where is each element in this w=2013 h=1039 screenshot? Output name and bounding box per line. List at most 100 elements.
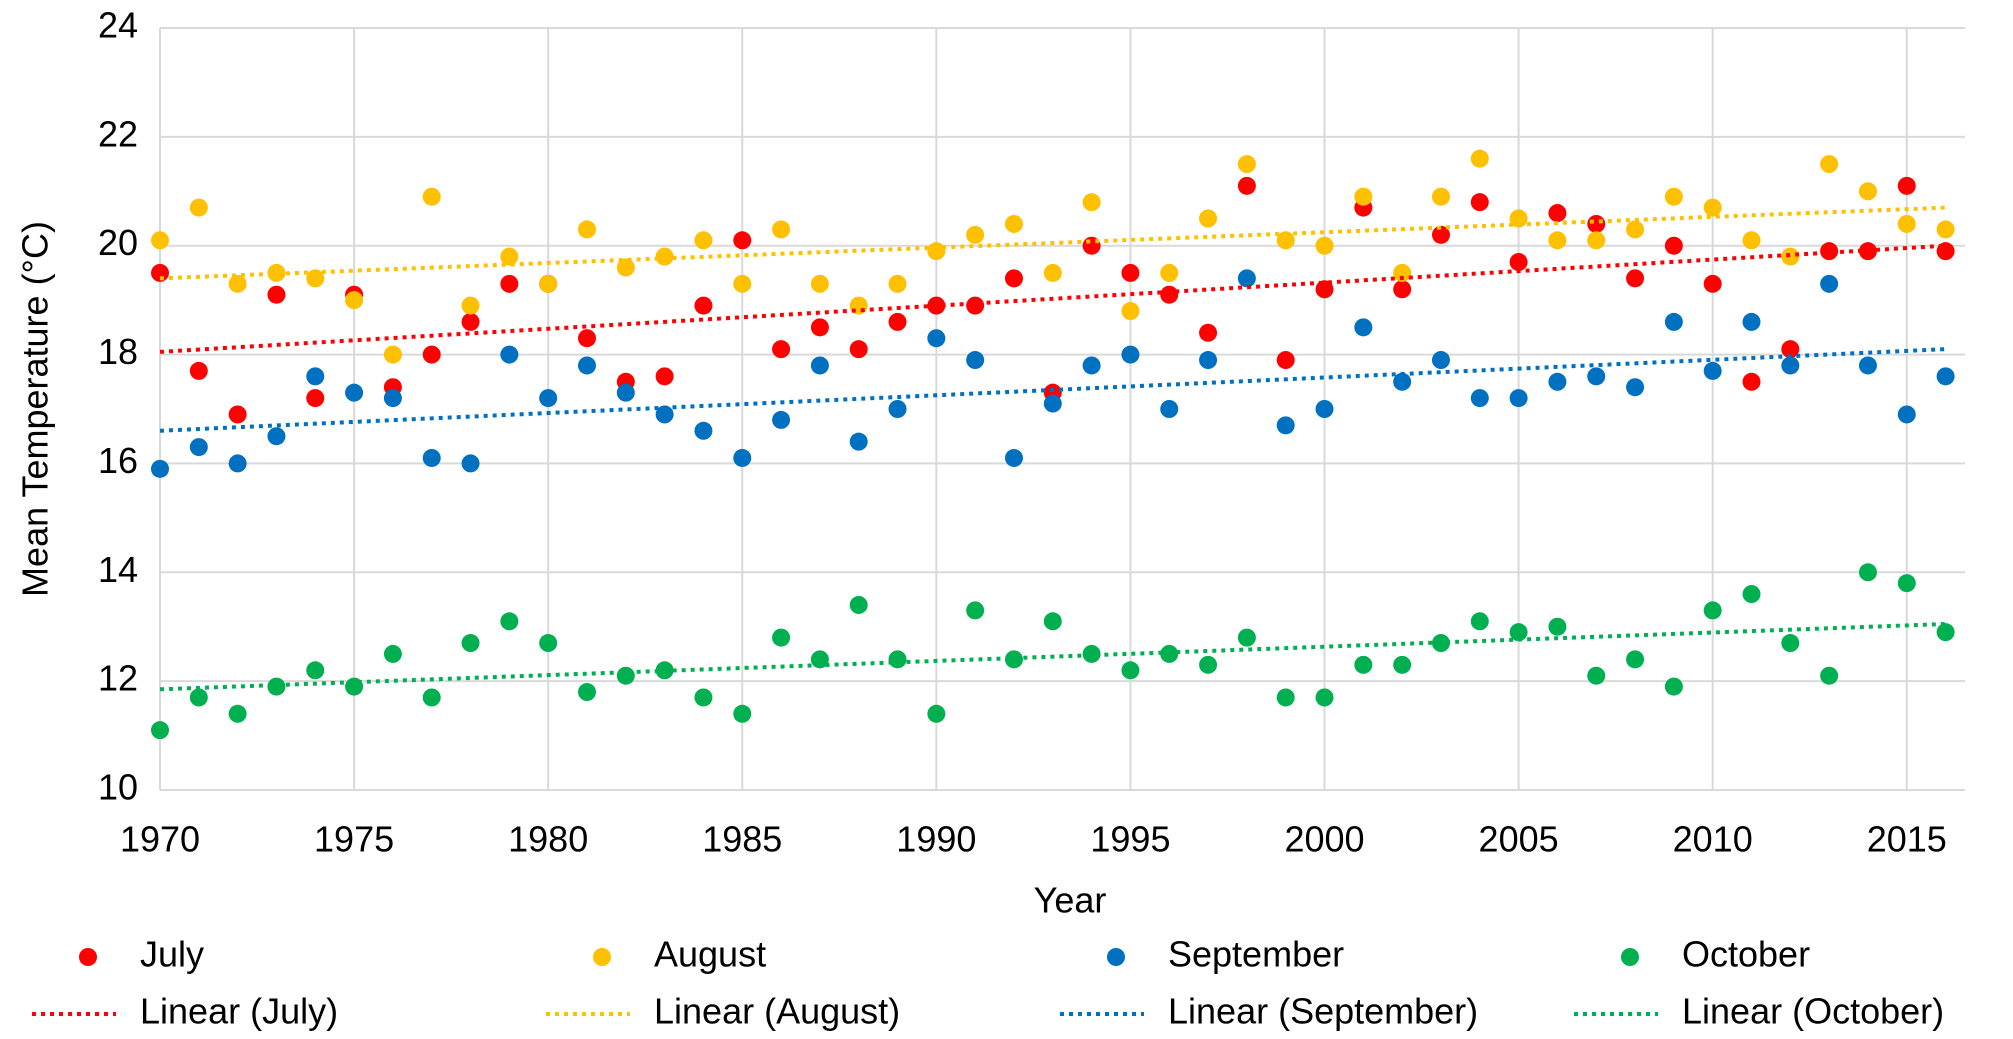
- x-tick-label: 1980: [508, 819, 588, 860]
- data-point: [1548, 372, 1567, 391]
- data-point: [461, 634, 480, 653]
- data-point: [267, 285, 286, 304]
- data-point: [1587, 231, 1606, 250]
- data-point: [383, 345, 402, 364]
- data-point: [1626, 650, 1645, 669]
- data-point: [1470, 193, 1489, 212]
- data-point: [189, 198, 208, 217]
- data-point: [1276, 351, 1295, 370]
- data-point: [1858, 182, 1877, 201]
- y-tick-label: 18: [98, 331, 138, 372]
- data-point: [1043, 394, 1062, 413]
- x-tick-label: 1985: [702, 819, 782, 860]
- legend-marker: [79, 948, 97, 966]
- y-tick-label: 16: [98, 440, 138, 481]
- data-point: [1237, 269, 1256, 288]
- data-point: [1237, 155, 1256, 174]
- legend-marker: [1107, 948, 1125, 966]
- data-point: [888, 274, 907, 293]
- data-point: [1431, 351, 1450, 370]
- data-point: [151, 263, 169, 282]
- y-tick-label: 22: [98, 113, 138, 154]
- data-point: [1276, 416, 1295, 435]
- data-point: [539, 274, 558, 293]
- x-tick-label: 1975: [314, 819, 394, 860]
- data-point: [1781, 247, 1800, 266]
- legend-label: Linear (October): [1682, 991, 1944, 1032]
- data-point: [383, 644, 402, 663]
- data-point: [1664, 312, 1683, 331]
- data-point: [1858, 563, 1877, 582]
- data-point: [1742, 372, 1761, 391]
- data-point: [810, 356, 829, 375]
- y-tick-label: 24: [98, 5, 138, 46]
- legend-label: August: [654, 934, 766, 975]
- data-point: [1160, 263, 1179, 282]
- data-point: [1626, 269, 1645, 288]
- data-point: [655, 405, 674, 424]
- x-tick-label: 2015: [1867, 819, 1947, 860]
- data-point: [927, 329, 946, 348]
- data-point: [1393, 655, 1412, 674]
- data-point: [151, 721, 169, 740]
- data-point: [849, 432, 868, 451]
- data-point: [888, 400, 907, 418]
- data-point: [1703, 361, 1722, 380]
- data-point: [151, 459, 169, 478]
- data-point: [1742, 312, 1761, 331]
- data-point: [733, 704, 752, 723]
- data-point: [306, 661, 325, 680]
- data-point: [1626, 378, 1645, 397]
- data-point: [888, 312, 907, 331]
- trend-line: [159, 621, 1946, 692]
- x-axis-title: Year: [1034, 880, 1107, 921]
- legend-label: Linear (August): [654, 991, 900, 1032]
- data-point: [966, 351, 985, 370]
- y-axis-title: Mean Temperature (°C): [15, 221, 56, 597]
- data-point: [1199, 209, 1218, 228]
- data-point: [1587, 367, 1606, 386]
- data-point: [1664, 187, 1683, 206]
- data-point: [1121, 345, 1140, 364]
- data-point: [1276, 231, 1295, 250]
- data-point: [1393, 372, 1412, 391]
- data-point: [772, 628, 791, 647]
- data-point: [1199, 655, 1218, 674]
- data-point: [422, 345, 441, 364]
- data-point: [810, 318, 829, 337]
- data-point: [733, 448, 752, 467]
- data-point: [1315, 236, 1334, 255]
- data-point: [1004, 650, 1023, 669]
- data-point: [1082, 193, 1101, 212]
- data-point: [1587, 666, 1606, 685]
- data-point: [422, 688, 441, 707]
- data-point: [810, 650, 829, 669]
- data-point: [616, 383, 635, 402]
- x-tick-label: 2010: [1673, 819, 1753, 860]
- data-point: [1820, 155, 1839, 174]
- legend-label: September: [1168, 934, 1344, 975]
- data-point: [1082, 356, 1101, 375]
- data-point: [655, 367, 674, 386]
- data-point: [1820, 274, 1839, 293]
- y-tick-label: 10: [98, 767, 138, 808]
- data-point: [306, 389, 325, 408]
- data-point: [577, 329, 596, 348]
- data-point: [1703, 601, 1722, 620]
- data-point: [733, 231, 752, 250]
- legend-marker: [593, 948, 611, 966]
- data-point: [772, 340, 791, 359]
- data-point: [1354, 318, 1373, 337]
- data-point: [810, 274, 829, 293]
- data-point: [694, 688, 713, 707]
- data-point: [927, 704, 946, 723]
- data-point: [461, 296, 480, 315]
- data-point: [772, 220, 791, 239]
- data-point: [1548, 204, 1567, 223]
- data-point: [694, 231, 713, 250]
- data-point: [1897, 176, 1916, 195]
- data-point: [306, 367, 325, 386]
- legend-label: October: [1682, 934, 1810, 975]
- x-tick-label: 1970: [120, 819, 200, 860]
- data-point: [966, 601, 985, 620]
